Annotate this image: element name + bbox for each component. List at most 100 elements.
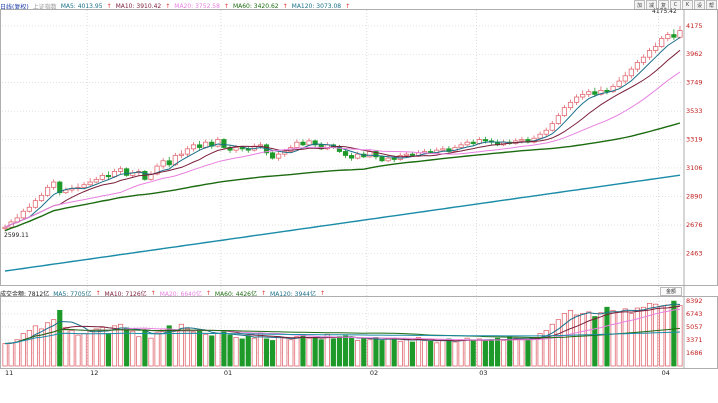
price-tick-label: 3319: [686, 136, 703, 144]
candle-body: [45, 186, 51, 196]
candle-body: [221, 139, 227, 148]
candle-body: [233, 147, 239, 151]
volume-bar: [75, 334, 81, 367]
volume-bar: [561, 313, 568, 367]
candle-body: [190, 144, 197, 150]
volume-bar: [434, 342, 440, 367]
ma5-legend: MA5: 4013.95: [60, 2, 103, 10]
candle-body: [105, 174, 111, 178]
volume-bar: [567, 309, 574, 367]
volume-bar: [245, 335, 251, 367]
volume-bar: [105, 333, 111, 367]
volume-bar: [38, 328, 45, 367]
volume-bar: [148, 337, 154, 367]
candle-body: [294, 141, 300, 148]
volume-type-select[interactable]: 金额: [660, 287, 682, 296]
volume-bar: [117, 323, 124, 367]
x-tick-label: 12: [90, 369, 98, 377]
volume-bar: [604, 306, 610, 367]
volume-bar: [111, 325, 118, 367]
volume-bar: [574, 314, 580, 367]
period-label: 日线(复权): [0, 3, 29, 11]
vol-ma5-legend: MA5: 7705亿: [53, 290, 92, 298]
volume-bar: [99, 326, 105, 367]
volume-bar: [415, 337, 422, 367]
candle-body: [367, 151, 373, 158]
volume-bar: [379, 340, 385, 367]
volume-bar: [549, 323, 555, 367]
volume-bar: [367, 339, 373, 367]
x-tick-label: 11: [5, 369, 13, 377]
up-arrow-icon: ↑: [95, 289, 101, 297]
volume-bar: [26, 330, 32, 367]
x-tick-label: 04: [662, 369, 670, 377]
volume-bar: [525, 338, 531, 367]
volume-bar: [452, 341, 458, 367]
volume-bar: [263, 338, 270, 367]
volume-bar: [233, 337, 239, 367]
vol-ma60-line: [4, 327, 681, 345]
volume-bar: [203, 333, 209, 367]
volume-bar: [598, 312, 604, 367]
price-tick-label: 2463: [686, 249, 703, 257]
price-legend: 日线(复权) 上证指数 MA5: 4013.95 ↑ MA10: 3910.42 ↑…: [0, 0, 350, 12]
volume-bar: [184, 328, 191, 367]
volume-bar: [282, 337, 288, 367]
volume-bar: [172, 330, 178, 367]
candle-body: [574, 96, 580, 103]
volume-bar: [543, 330, 549, 367]
volume-bar: [93, 328, 99, 367]
volume-bar: [488, 339, 495, 367]
ma20-legend: MA20: 3752.58: [174, 2, 220, 10]
candle-body: [659, 38, 665, 47]
volume-tick-label: 6743: [686, 310, 703, 318]
volume-bar: [391, 337, 397, 367]
vol-ma120-legend: MA120: 3944亿: [270, 290, 316, 298]
candle-body: [178, 153, 184, 156]
price-tick-label: 3106: [686, 164, 703, 172]
volume-bar: [51, 319, 57, 367]
volume-bar: [592, 316, 598, 367]
volume-bar: [318, 339, 324, 367]
volume-bar: [221, 330, 227, 367]
candle-body: [634, 62, 640, 70]
volume-bar: [209, 335, 215, 367]
vol-ma10-legend: MA10: 7126亿: [104, 290, 147, 298]
candle-body: [549, 123, 555, 131]
volume-bar: [57, 309, 63, 367]
candle-body: [87, 181, 93, 186]
ma120-legend: MA120: 3073.08: [291, 2, 342, 10]
candle-body: [160, 160, 166, 167]
candle-body: [51, 181, 57, 188]
candle-body: [2, 226, 8, 229]
volume-bar: [610, 309, 616, 367]
volume-bar: [20, 333, 26, 367]
candle-body: [592, 91, 598, 95]
candle-body: [482, 139, 488, 142]
candle-body: [464, 141, 470, 146]
candle-body: [519, 139, 525, 142]
up-arrow-icon: ↑: [282, 2, 288, 10]
volume-bar: [665, 304, 671, 367]
volume-bar: [63, 326, 69, 367]
volume-bar: [482, 340, 488, 367]
volume-bar: [69, 330, 75, 367]
volume-bar: [190, 331, 197, 367]
price-tick-label: 3749: [686, 79, 703, 87]
candle-body: [409, 153, 416, 156]
candle-body: [355, 153, 361, 159]
volume-bar: [397, 340, 403, 367]
volume-bar: [45, 322, 51, 367]
price-panel-frame: [0, 9, 718, 286]
volume-bar: [507, 336, 513, 367]
volume-bar: [142, 330, 148, 367]
candle-body: [117, 168, 124, 172]
price-tick-label: 4175: [686, 22, 703, 30]
ma120-line: [4, 174, 681, 272]
candle-body: [653, 46, 659, 51]
volume-bar: [294, 336, 300, 367]
volume-bar: [124, 328, 130, 367]
volume-bar: [501, 340, 507, 367]
volume-tick-label: 5057: [686, 323, 703, 331]
